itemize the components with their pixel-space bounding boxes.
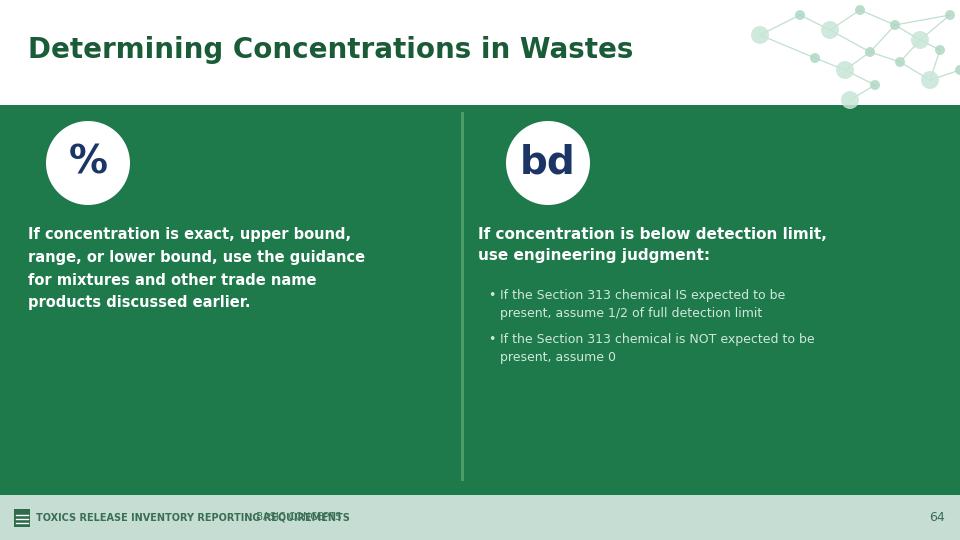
Circle shape bbox=[921, 71, 939, 89]
Circle shape bbox=[895, 57, 905, 67]
Text: If the Section 313 chemical is NOT expected to be
present, assume 0: If the Section 313 chemical is NOT expec… bbox=[500, 333, 815, 364]
Circle shape bbox=[865, 47, 875, 57]
Circle shape bbox=[506, 121, 590, 205]
Text: If concentration is below detection limit,
use engineering judgment:: If concentration is below detection limi… bbox=[478, 227, 827, 263]
Circle shape bbox=[821, 21, 839, 39]
Circle shape bbox=[795, 10, 805, 20]
Circle shape bbox=[935, 45, 945, 55]
Bar bbox=[0, 105, 960, 487]
Text: : BASIC CONCEPTS: : BASIC CONCEPTS bbox=[250, 512, 341, 523]
Circle shape bbox=[810, 53, 820, 63]
Text: TOXICS RELEASE INVENTORY REPORTING REQUIREMENTS: TOXICS RELEASE INVENTORY REPORTING REQUI… bbox=[36, 512, 349, 523]
Text: %: % bbox=[68, 144, 108, 182]
Text: •: • bbox=[488, 289, 495, 302]
Bar bbox=[14, 509, 30, 526]
Circle shape bbox=[751, 26, 769, 44]
Text: 64: 64 bbox=[929, 511, 945, 524]
Circle shape bbox=[945, 10, 955, 20]
Text: Determining Concentrations in Wastes: Determining Concentrations in Wastes bbox=[28, 36, 634, 64]
Bar bbox=[0, 487, 960, 495]
Text: If concentration is exact, upper bound,
range, or lower bound, use the guidance
: If concentration is exact, upper bound, … bbox=[28, 227, 365, 310]
Circle shape bbox=[870, 80, 880, 90]
Circle shape bbox=[46, 121, 130, 205]
Circle shape bbox=[955, 65, 960, 75]
Text: If the Section 313 chemical IS expected to be
present, assume 1/2 of full detect: If the Section 313 chemical IS expected … bbox=[500, 289, 785, 320]
Circle shape bbox=[841, 91, 859, 109]
Text: bd: bd bbox=[520, 144, 576, 182]
Circle shape bbox=[890, 20, 900, 30]
Circle shape bbox=[855, 5, 865, 15]
Bar bbox=[0, 0, 960, 105]
Circle shape bbox=[911, 31, 929, 49]
Bar bbox=[0, 495, 960, 540]
Circle shape bbox=[836, 61, 854, 79]
Text: •: • bbox=[488, 333, 495, 346]
